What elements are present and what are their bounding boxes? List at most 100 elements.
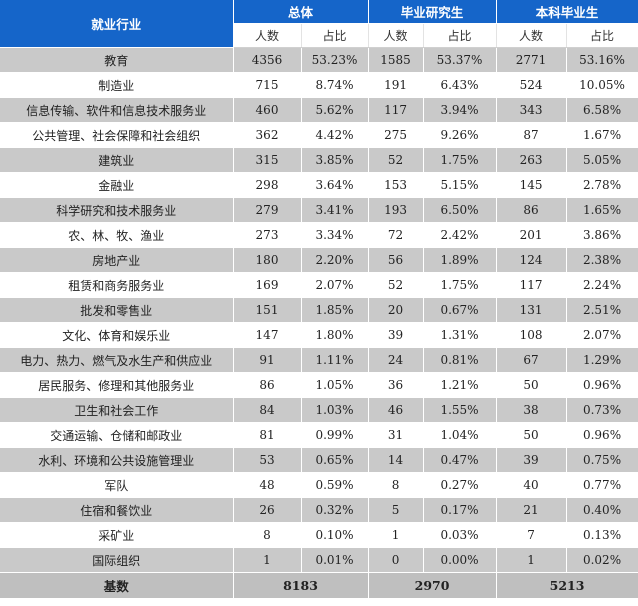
postgrad-count-cell: 117 — [368, 97, 424, 123]
industry-name: 文化、体育和娱乐业 — [0, 322, 234, 348]
overall-share-cell: 4.42% — [301, 122, 369, 148]
table-row: 水利、环境和公共设施管理业 53 0.65% 14 0.47% 39 0.75% — [0, 447, 638, 473]
subheader-share: 占比 — [301, 23, 369, 48]
undergrad-count-cell: 87 — [496, 122, 567, 148]
undergrad-count-cell: 145 — [496, 172, 567, 198]
overall-share-cell: 3.41% — [301, 197, 369, 223]
industry-name: 卫生和社会工作 — [0, 397, 234, 423]
undergrad-share-cell: 1.65% — [566, 197, 638, 223]
undergrad-count-cell: 50 — [496, 422, 567, 448]
table-row: 国际组织 1 0.01% 0 0.00% 1 0.02% — [0, 547, 638, 573]
industry-name: 公共管理、社会保障和社会组织 — [0, 122, 234, 148]
undergrad-share-cell: 3.86% — [566, 222, 638, 248]
overall-count-cell: 147 — [233, 322, 302, 348]
subheader-share: 占比 — [423, 23, 497, 48]
industry-name: 租赁和商务服务业 — [0, 272, 234, 298]
overall-share-cell: 1.80% — [301, 322, 369, 348]
undergrad-share-cell: 0.73% — [566, 397, 638, 423]
overall-share-cell: 0.01% — [301, 547, 369, 573]
table-row: 住宿和餐饮业 26 0.32% 5 0.17% 21 0.40% — [0, 497, 638, 523]
undergrad-count-cell: 117 — [496, 272, 567, 298]
industry-name: 军队 — [0, 472, 234, 498]
postgrad-count-cell: 39 — [368, 322, 424, 348]
header-group-postgraduate: 毕业研究生 — [368, 0, 497, 24]
undergrad-share-cell: 53.16% — [566, 47, 638, 73]
base-total-postgraduate: 2970 — [368, 572, 497, 599]
postgrad-share-cell: 2.42% — [423, 222, 497, 248]
postgrad-share-cell: 6.50% — [423, 197, 497, 223]
undergrad-share-cell: 0.13% — [566, 522, 638, 548]
table-row: 采矿业 8 0.10% 1 0.03% 7 0.13% — [0, 522, 638, 548]
postgrad-count-cell: 8 — [368, 472, 424, 498]
overall-count-cell: 8 — [233, 522, 302, 548]
undergrad-count-cell: 67 — [496, 347, 567, 373]
postgrad-count-cell: 193 — [368, 197, 424, 223]
postgrad-count-cell: 31 — [368, 422, 424, 448]
overall-share-cell: 1.05% — [301, 372, 369, 398]
overall-count-cell: 273 — [233, 222, 302, 248]
overall-share-cell: 1.85% — [301, 297, 369, 323]
postgrad-count-cell: 52 — [368, 272, 424, 298]
postgrad-count-cell: 24 — [368, 347, 424, 373]
overall-count-cell: 169 — [233, 272, 302, 298]
undergrad-count-cell: 40 — [496, 472, 567, 498]
postgrad-count-cell: 1585 — [368, 47, 424, 73]
base-label: 基数 — [0, 572, 234, 599]
undergrad-share-cell: 0.77% — [566, 472, 638, 498]
postgrad-share-cell: 6.43% — [423, 72, 497, 98]
industry-name: 房地产业 — [0, 247, 234, 273]
industry-name: 教育 — [0, 47, 234, 73]
industry-name: 住宿和餐饮业 — [0, 497, 234, 523]
overall-share-cell: 0.59% — [301, 472, 369, 498]
table-row: 批发和零售业 151 1.85% 20 0.67% 131 2.51% — [0, 297, 638, 323]
overall-count-cell: 26 — [233, 497, 302, 523]
postgrad-count-cell: 72 — [368, 222, 424, 248]
undergrad-count-cell: 21 — [496, 497, 567, 523]
overall-count-cell: 715 — [233, 72, 302, 98]
overall-share-cell: 0.32% — [301, 497, 369, 523]
industry-name: 水利、环境和公共设施管理业 — [0, 447, 234, 473]
undergrad-count-cell: 38 — [496, 397, 567, 423]
postgrad-count-cell: 5 — [368, 497, 424, 523]
postgrad-share-cell: 1.04% — [423, 422, 497, 448]
industry-name: 农、林、牧、渔业 — [0, 222, 234, 248]
overall-share-cell: 2.07% — [301, 272, 369, 298]
undergrad-share-cell: 0.75% — [566, 447, 638, 473]
postgrad-count-cell: 36 — [368, 372, 424, 398]
overall-count-cell: 4356 — [233, 47, 302, 73]
overall-share-cell: 0.99% — [301, 422, 369, 448]
overall-count-cell: 84 — [233, 397, 302, 423]
postgrad-count-cell: 46 — [368, 397, 424, 423]
industry-name: 科学研究和技术服务业 — [0, 197, 234, 223]
overall-count-cell: 298 — [233, 172, 302, 198]
postgrad-share-cell: 0.03% — [423, 522, 497, 548]
undergrad-count-cell: 131 — [496, 297, 567, 323]
industry-name: 金融业 — [0, 172, 234, 198]
postgrad-share-cell: 1.55% — [423, 397, 497, 423]
postgrad-count-cell: 275 — [368, 122, 424, 148]
overall-count-cell: 315 — [233, 147, 302, 173]
undergrad-count-cell: 124 — [496, 247, 567, 273]
header-row-groups: 就业行业 总体 毕业研究生 本科毕业生 — [0, 0, 638, 48]
undergrad-count-cell: 39 — [496, 447, 567, 473]
postgrad-share-cell: 53.37% — [423, 47, 497, 73]
industry-name: 建筑业 — [0, 147, 234, 173]
undergrad-share-cell: 1.67% — [566, 122, 638, 148]
industry-name: 居民服务、修理和其他服务业 — [0, 372, 234, 398]
overall-count-cell: 362 — [233, 122, 302, 148]
overall-count-cell: 91 — [233, 347, 302, 373]
postgrad-share-cell: 0.17% — [423, 497, 497, 523]
base-total-overall: 8183 — [233, 572, 369, 599]
subheader-count: 人数 — [368, 23, 424, 48]
undergrad-count-cell: 50 — [496, 372, 567, 398]
undergrad-count-cell: 7 — [496, 522, 567, 548]
postgrad-share-cell: 1.31% — [423, 322, 497, 348]
undergrad-count-cell: 108 — [496, 322, 567, 348]
base-total-undergraduate: 5213 — [496, 572, 638, 599]
postgrad-share-cell: 3.94% — [423, 97, 497, 123]
overall-count-cell: 81 — [233, 422, 302, 448]
undergrad-share-cell: 1.29% — [566, 347, 638, 373]
postgrad-share-cell: 9.26% — [423, 122, 497, 148]
industry-name: 交通运输、仓储和邮政业 — [0, 422, 234, 448]
